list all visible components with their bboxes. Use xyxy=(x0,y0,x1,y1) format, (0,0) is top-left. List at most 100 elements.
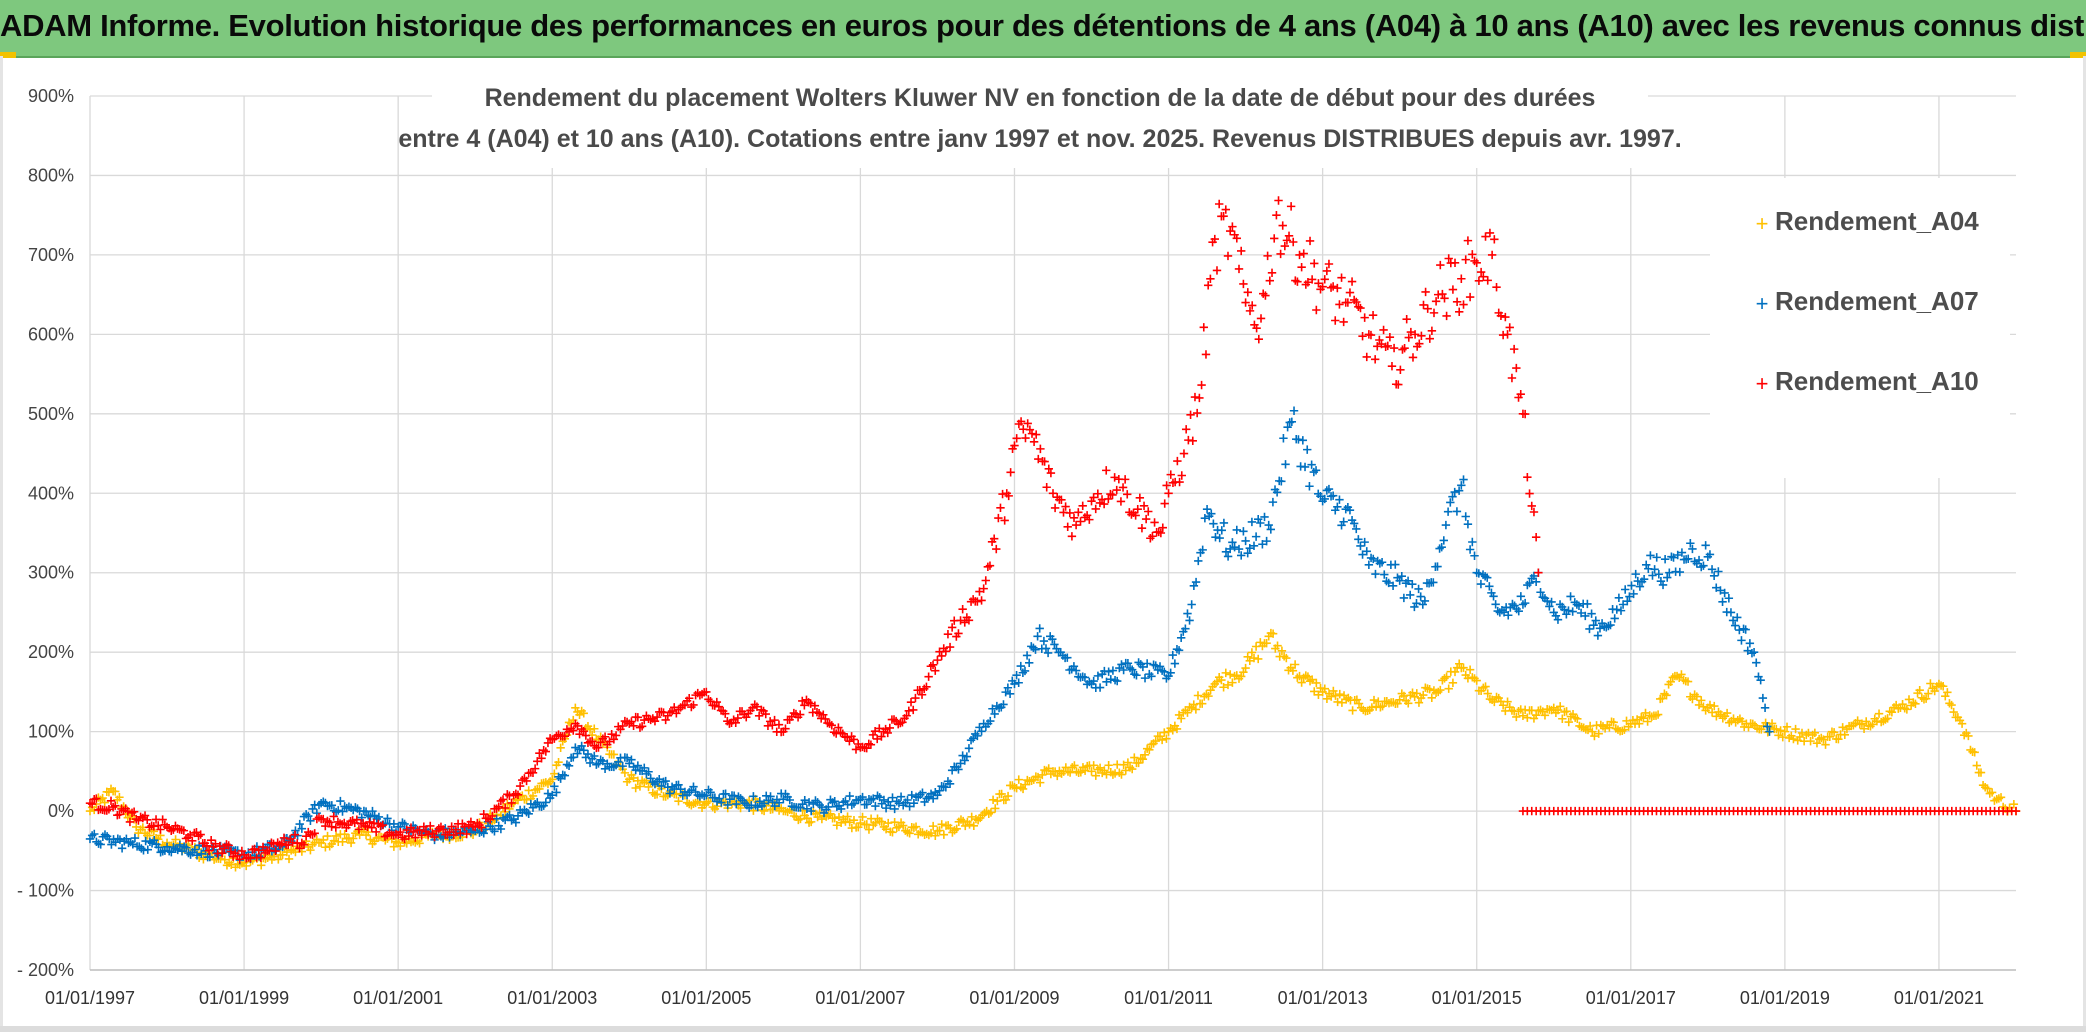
mark-rendement_a07 xyxy=(1123,659,1133,668)
mark-rendement_a07 xyxy=(977,727,986,736)
mark-rendement_a04 xyxy=(1712,712,1721,721)
mark-rendement_a07 xyxy=(1547,597,1556,607)
mark-rendement_a07 xyxy=(717,798,726,807)
mark-rendement_a10 xyxy=(873,734,882,744)
mark-rendement_a10 xyxy=(814,709,824,718)
mark-rendement_a10 xyxy=(1120,475,1130,484)
mark-rendement_a10 xyxy=(1093,489,1103,498)
legend-marker-a04: + xyxy=(1756,211,1769,236)
mark-rendement_a07 xyxy=(962,752,972,761)
mark-rendement_a04 xyxy=(1297,678,1306,687)
mark-rendement_a10 xyxy=(1146,534,1155,543)
mark-rendement_a10 xyxy=(1293,277,1302,286)
mark-rendement_a04 xyxy=(899,821,908,830)
mark-rendement_a07 xyxy=(1623,596,1632,606)
mark-rendement_a10 xyxy=(1197,380,1206,390)
mark-rendement_a04 xyxy=(1121,766,1130,775)
mark-rendement_a10 xyxy=(331,823,341,832)
mark-rendement_a04 xyxy=(1722,708,1732,718)
mark-rendement_a07 xyxy=(1243,548,1252,558)
mark-rendement_a07 xyxy=(1249,541,1259,551)
mark-rendement_a07 xyxy=(90,829,99,839)
mark-rendement_a10 xyxy=(1527,501,1536,511)
mark-rendement_a07 xyxy=(1465,545,1475,554)
mark-rendement_a07 xyxy=(583,749,593,759)
mark-rendement_a07 xyxy=(1228,538,1237,547)
mark-rendement_a07 xyxy=(1663,573,1672,582)
mark-rendement_a04 xyxy=(931,831,940,840)
mark-rendement_a04 xyxy=(282,847,292,857)
mark-rendement_a10 xyxy=(185,830,195,840)
mark-rendement_a04 xyxy=(1776,726,1785,735)
mark-rendement_a07 xyxy=(334,806,343,815)
mark-rendement_a07 xyxy=(674,780,683,789)
mark-rendement_a04 xyxy=(620,768,630,778)
mark-rendement_a07 xyxy=(1234,544,1244,554)
mark-rendement_a10 xyxy=(1366,330,1376,340)
x-tick-label: 01/01/2007 xyxy=(815,988,905,1008)
mark-rendement_a04 xyxy=(1915,685,1924,695)
mark-rendement_a07 xyxy=(1303,445,1312,454)
mark-rendement_a07 xyxy=(928,794,938,803)
mark-rendement_a10 xyxy=(1356,303,1365,313)
mark-rendement_a04 xyxy=(806,817,816,827)
mark-rendement_a10 xyxy=(689,700,698,710)
mark-rendement_a10 xyxy=(1410,330,1420,339)
mark-rendement_a07 xyxy=(1677,548,1687,557)
mark-rendement_a04 xyxy=(1710,701,1719,711)
mark-rendement_a04 xyxy=(199,855,208,864)
mark-rendement_a04 xyxy=(1767,719,1777,728)
mark-rendement_a10 xyxy=(600,732,610,741)
mark-rendement_a10 xyxy=(179,826,189,835)
mark-rendement_a07 xyxy=(1362,547,1371,556)
mark-rendement_a07 xyxy=(306,816,315,825)
mark-rendement_a10 xyxy=(140,811,150,820)
mark-rendement_a07 xyxy=(665,789,675,798)
mark-rendement_a10 xyxy=(819,710,828,719)
mark-rendement_a07 xyxy=(1606,620,1615,630)
mark-rendement_a07 xyxy=(154,843,163,852)
mark-rendement_a07 xyxy=(1198,545,1207,555)
mark-rendement_a07 xyxy=(143,845,152,854)
mark-rendement_a07 xyxy=(1610,614,1619,623)
mark-rendement_a07 xyxy=(909,799,919,808)
chart-title-line2: entre 4 (A04) et 10 ans (A10). Cotations… xyxy=(398,125,1681,153)
mark-rendement_a07 xyxy=(1232,525,1241,535)
mark-rendement_a07 xyxy=(689,782,698,791)
mark-rendement_a04 xyxy=(1503,697,1512,706)
mark-rendement_a07 xyxy=(1221,547,1231,557)
mark-rendement_a07 xyxy=(1187,600,1196,609)
mark-rendement_a07 xyxy=(1022,651,1032,660)
mark-rendement_a07 xyxy=(1005,689,1015,698)
mark-rendement_a04 xyxy=(1825,732,1835,742)
mark-rendement_a04 xyxy=(1573,714,1582,723)
mark-rendement_a10 xyxy=(1087,497,1096,506)
mark-rendement_a10 xyxy=(851,745,861,754)
mark-rendement_a10 xyxy=(447,822,456,831)
mark-rendement_a04 xyxy=(535,784,544,794)
mark-rendement_a10 xyxy=(947,623,957,632)
mark-rendement_a07 xyxy=(1166,668,1175,677)
mark-rendement_a07 xyxy=(1730,621,1740,630)
mark-rendement_a10 xyxy=(1274,196,1283,205)
mark-rendement_a04 xyxy=(396,841,405,851)
mark-rendement_a10 xyxy=(985,561,995,570)
mark-rendement_a07 xyxy=(1119,665,1128,675)
mark-rendement_a10 xyxy=(958,604,967,614)
mark-rendement_a04 xyxy=(1212,677,1222,686)
mark-rendement_a04 xyxy=(1018,784,1028,794)
mark-rendement_a04 xyxy=(556,743,565,753)
mark-rendement_a10 xyxy=(1106,489,1115,499)
y-tick-label: 900% xyxy=(28,86,74,106)
mark-rendement_a04 xyxy=(826,809,835,818)
mark-rendement_a07 xyxy=(130,833,140,843)
mark-rendement_a04 xyxy=(1033,772,1043,782)
mark-rendement_a10 xyxy=(1286,202,1296,211)
mark-rendement_a10 xyxy=(438,825,448,834)
mark-rendement_a04 xyxy=(1635,719,1644,728)
mark-rendement_a10 xyxy=(1492,283,1501,292)
mark-rendement_a07 xyxy=(871,801,880,811)
mark-rendement_a10 xyxy=(1333,283,1342,293)
mark-rendement_a10 xyxy=(408,827,418,837)
mark-rendement_a10 xyxy=(975,587,984,596)
